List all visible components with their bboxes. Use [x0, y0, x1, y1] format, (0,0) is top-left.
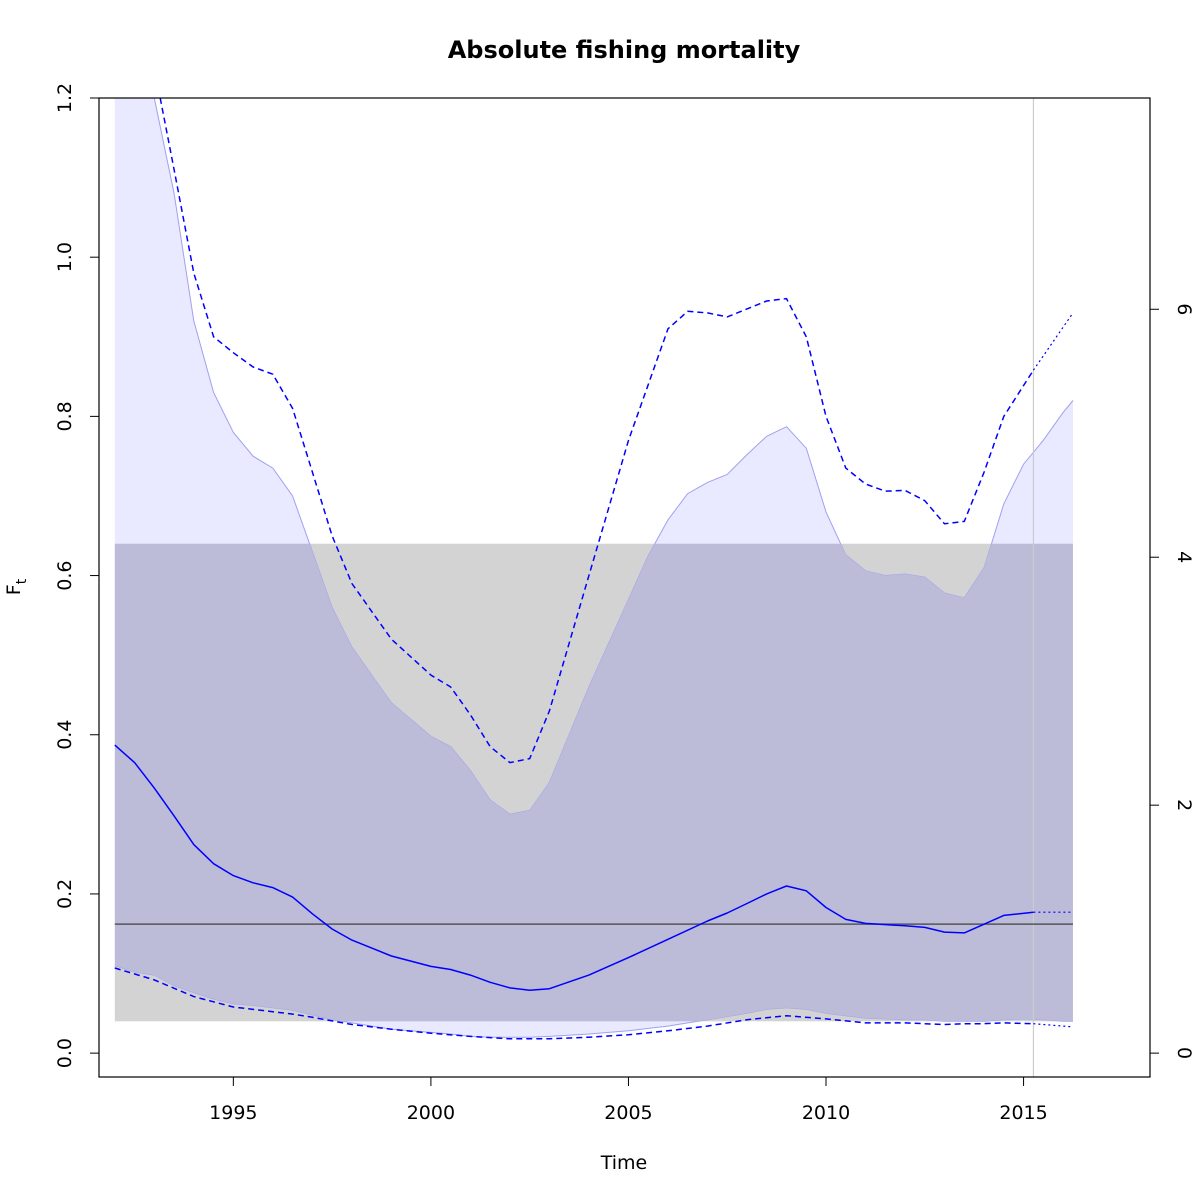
y-tick-label: 0.4: [54, 720, 76, 750]
y-axis-right: 0 2 4 6: [1149, 303, 1195, 1059]
series-lower-ci-line: [114, 967, 1034, 1040]
x-axis: 1995 2000 2005 2010 2015: [209, 1076, 1048, 1124]
y-tick-label: 0.0: [54, 1038, 76, 1068]
y-tick-label: 0.6: [54, 560, 76, 590]
y-tick-label: 1.0: [54, 242, 76, 272]
series-upper-ci-line: [159, 98, 1035, 764]
y-tick-label: 0.2: [54, 879, 76, 909]
series-predicted-lower-ci-line: [1033, 1023, 1074, 1028]
y-axis-label-subscript: t: [14, 578, 30, 584]
series-predicted-upper-ci-line: [1032, 312, 1074, 371]
x-tick-label: 2005: [604, 1102, 652, 1124]
y-right-tick-label: 6: [1173, 303, 1195, 315]
y-tick-label: 0.8: [54, 401, 76, 431]
y-right-tick-label: 2: [1173, 799, 1195, 811]
series-estimate-line: [114, 744, 1034, 991]
x-tick-label: 2015: [999, 1102, 1047, 1124]
plot-area: [114, 98, 1074, 1077]
x-tick-label: 1995: [209, 1102, 257, 1124]
y-right-tick-label: 4: [1173, 551, 1195, 563]
y-axis-label-main: F: [3, 584, 25, 595]
chart-title: Absolute fishing mortality: [448, 36, 801, 64]
x-tick-label: 2010: [802, 1102, 850, 1124]
y-axis-label: Ft: [3, 578, 30, 595]
y-right-tick-label: 0: [1173, 1047, 1195, 1059]
y-axis: 0.0 0.2 0.4 0.6 0.8 1.0 1.2: [54, 83, 100, 1068]
y-tick-label: 1.2: [54, 83, 76, 113]
x-axis-label: Time: [600, 1152, 648, 1174]
x-tick-label: 2000: [407, 1102, 455, 1124]
